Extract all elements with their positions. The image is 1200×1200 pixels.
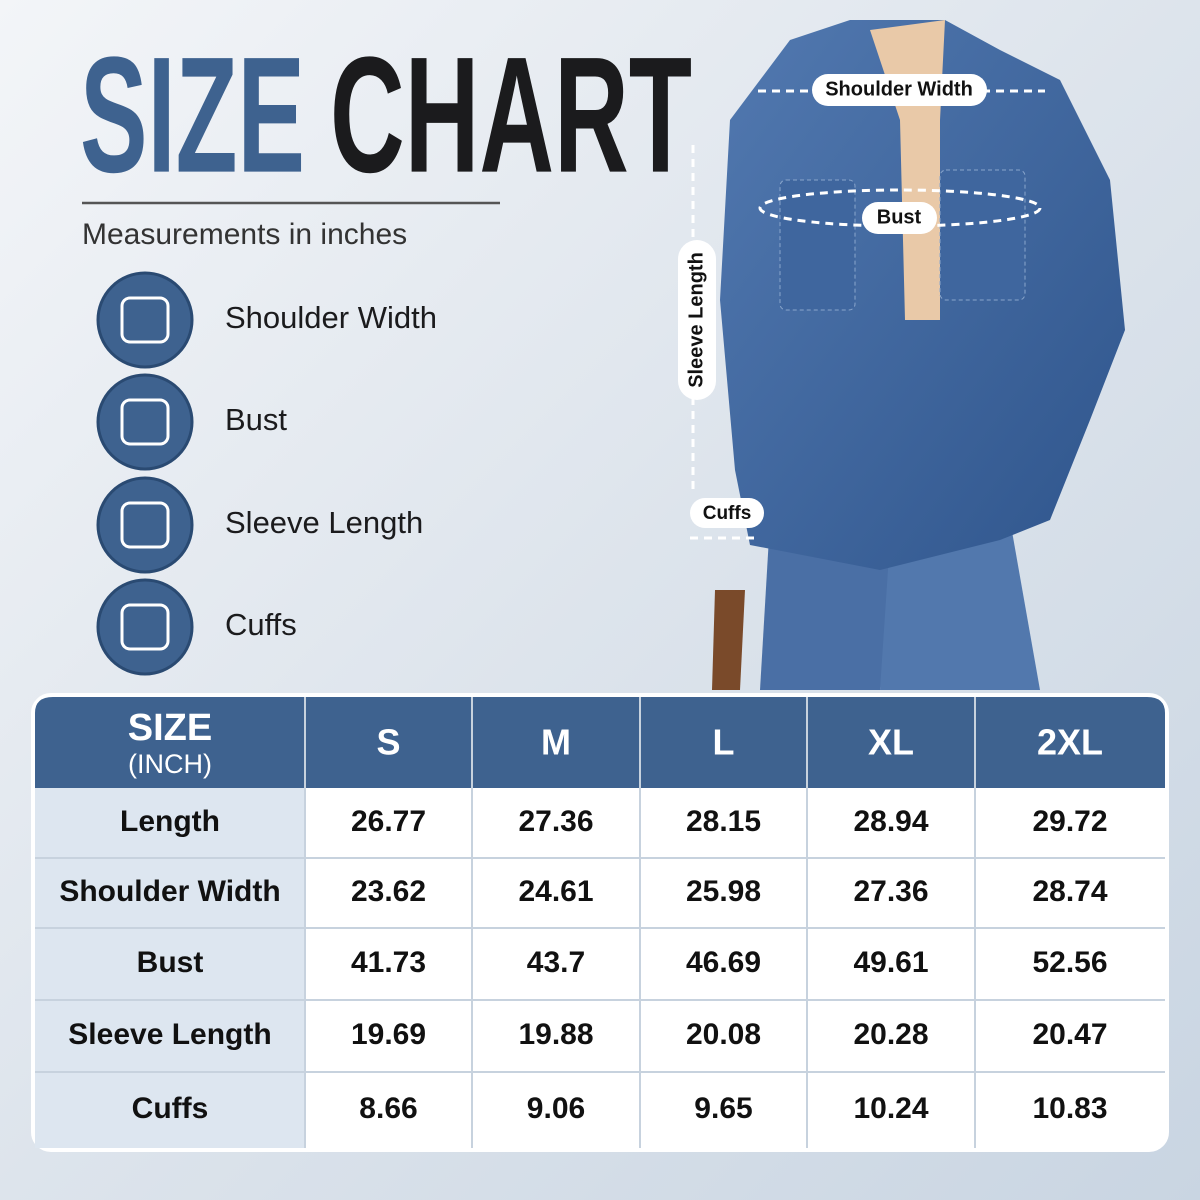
cell-value: 19.69 <box>351 1018 426 1051</box>
cell-value: 28.15 <box>686 805 761 838</box>
column-header: S <box>376 722 400 763</box>
cell-value: 20.08 <box>686 1018 761 1051</box>
size-table: SIZE(INCH) S M L XL 2XL Length 26.77 27.36 28.15 2… <box>31 693 1169 1152</box>
cell-value: 24.61 <box>518 875 593 908</box>
title-size: SIZE <box>80 23 305 207</box>
legend-icon <box>96 373 194 471</box>
callout-pill <box>812 74 987 106</box>
row-label: Sleeve Length <box>68 1018 271 1051</box>
column-header: L <box>713 722 735 763</box>
row-label: Bust <box>137 946 204 979</box>
legend-icon <box>96 271 194 369</box>
callout-label: Shoulder Width <box>825 78 973 100</box>
corner-title: SIZE <box>128 707 212 749</box>
cell-value: 20.47 <box>1032 1018 1107 1051</box>
callout-label: Cuffs <box>703 503 752 524</box>
cell-value: 28.94 <box>853 805 928 838</box>
table-header-bg <box>35 697 1165 788</box>
cell-value: 29.72 <box>1032 805 1107 838</box>
callout-label: Sleeve Length <box>685 252 707 388</box>
table-frame <box>31 693 1169 1152</box>
subtitle: Measurements in inches <box>82 218 407 251</box>
corner-unit: (INCH) <box>128 749 212 779</box>
cell-value: 9.65 <box>694 1092 752 1125</box>
callout-pill <box>690 498 764 528</box>
row-label: Cuffs <box>132 1092 209 1125</box>
column-header: XL <box>868 722 914 763</box>
row-label: Shoulder Width <box>59 875 280 908</box>
legend-icon <box>96 578 194 676</box>
callout-pill <box>678 240 716 400</box>
legend-label: Bust <box>225 402 287 437</box>
title-chart: CHART <box>330 23 692 207</box>
cell-value: 26.77 <box>351 805 426 838</box>
cell-value: 20.28 <box>853 1018 928 1051</box>
callout-label: Bust <box>877 206 922 228</box>
cell-value: 27.36 <box>518 805 593 838</box>
legend-icon <box>96 476 194 574</box>
legend-label: Cuffs <box>225 607 297 642</box>
column-header: 2XL <box>1037 722 1103 763</box>
cell-value: 28.74 <box>1032 875 1107 908</box>
cell-value: 43.7 <box>527 946 585 979</box>
callout-pill <box>862 202 937 234</box>
legend-icon-glyph <box>120 398 170 446</box>
cell-value: 8.66 <box>359 1092 417 1125</box>
legend: Shoulder Width Bust Sleeve Length Cuffs <box>96 271 437 676</box>
legend-label: Sleeve Length <box>225 505 423 540</box>
cell-value: 27.36 <box>853 875 928 908</box>
cell-value: 23.62 <box>351 875 426 908</box>
legend-icon-glyph <box>120 603 170 651</box>
legend-label: Shoulder Width <box>225 300 437 335</box>
model-photo <box>712 20 1125 690</box>
cell-value: 46.69 <box>686 946 761 979</box>
cell-value: 9.06 <box>527 1092 585 1125</box>
row-label-bg <box>35 788 305 1148</box>
cell-value: 10.24 <box>853 1092 928 1125</box>
column-header: M <box>541 722 571 763</box>
legend-icon-glyph <box>120 501 170 549</box>
cell-value: 52.56 <box>1032 946 1107 979</box>
cell-value: 10.83 <box>1032 1092 1107 1125</box>
row-label: Length <box>120 805 220 838</box>
cell-value: 19.88 <box>518 1018 593 1051</box>
cell-value: 49.61 <box>853 946 928 979</box>
cell-value: 25.98 <box>686 875 761 908</box>
legend-icon-glyph <box>120 296 170 344</box>
cell-value: 41.73 <box>351 946 426 979</box>
